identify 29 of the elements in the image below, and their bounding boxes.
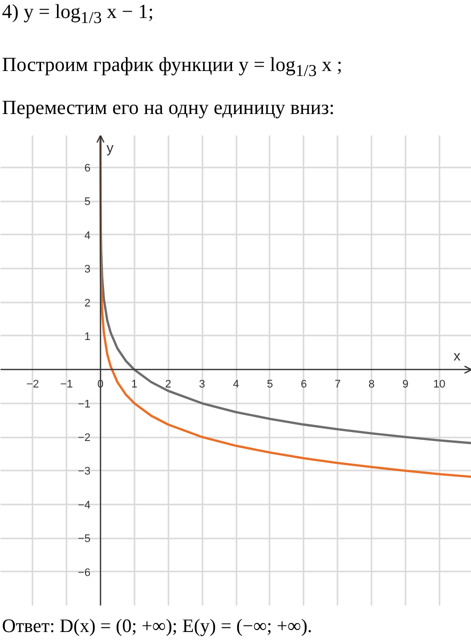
chart-subtitle: Построим график функции y = log$_{1/3}$ x ; Переместим его на одну единицу вниз: [2, 53, 342, 120]
y-tick-label: 2 [84, 297, 90, 310]
y-tick-label: 5 [84, 196, 90, 208]
y-axis-title: y [106, 140, 114, 156]
x-tick-label: 3 [199, 378, 206, 391]
y-tick-label: −3 [78, 466, 90, 478]
y-tick-label: −4 [78, 499, 90, 512]
x-tick-label: 9 [402, 378, 408, 391]
x-tick-label: 6 [300, 378, 307, 391]
x-tick-label: −1 [60, 378, 73, 391]
x-tick-label: 2 [165, 378, 172, 391]
y-tick-label: 1 [84, 330, 90, 343]
y-tick-label: −5 [78, 533, 90, 546]
y-tick-label: −1 [78, 398, 90, 410]
y-tick-label: −2 [78, 432, 90, 444]
y-tick-label: 6 [84, 162, 90, 175]
x-tick-label: 1 [131, 378, 138, 391]
x-tick-label: −2 [26, 378, 39, 391]
y-tick-label: 4 [84, 230, 90, 242]
chart-title: 4) y = log$_{1/3}$ x − 1; [2, 0, 154, 28]
x-tick-label: 5 [266, 378, 273, 391]
x-axis-title: x [454, 348, 460, 364]
x-tick-label: 4 [232, 378, 240, 391]
y-tick-label: 3 [84, 264, 90, 276]
x-tick-label: 8 [368, 378, 375, 391]
x-tick-label: 10 [433, 378, 446, 391]
y-tick-label: −6 [78, 566, 90, 579]
x-tick-label: 7 [334, 378, 341, 391]
text: Ответ: D(x) = (0; +∞); E(y) = (−∞; +∞). [2, 616, 312, 639]
